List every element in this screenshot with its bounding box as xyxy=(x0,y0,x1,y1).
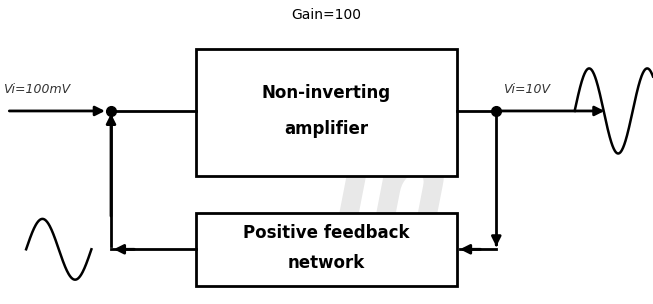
Bar xyxy=(196,213,457,286)
Text: Positive feedback: Positive feedback xyxy=(244,223,409,242)
Text: Non-inverting: Non-inverting xyxy=(262,84,391,102)
Text: network: network xyxy=(288,254,365,272)
Text: amplifier: amplifier xyxy=(285,120,368,138)
Text: Vi=100mV: Vi=100mV xyxy=(3,83,71,96)
Text: Gain=100: Gain=100 xyxy=(291,8,362,22)
Text: in: in xyxy=(333,138,451,245)
Bar xyxy=(196,49,457,176)
Text: Vi=10V: Vi=10V xyxy=(503,83,550,96)
